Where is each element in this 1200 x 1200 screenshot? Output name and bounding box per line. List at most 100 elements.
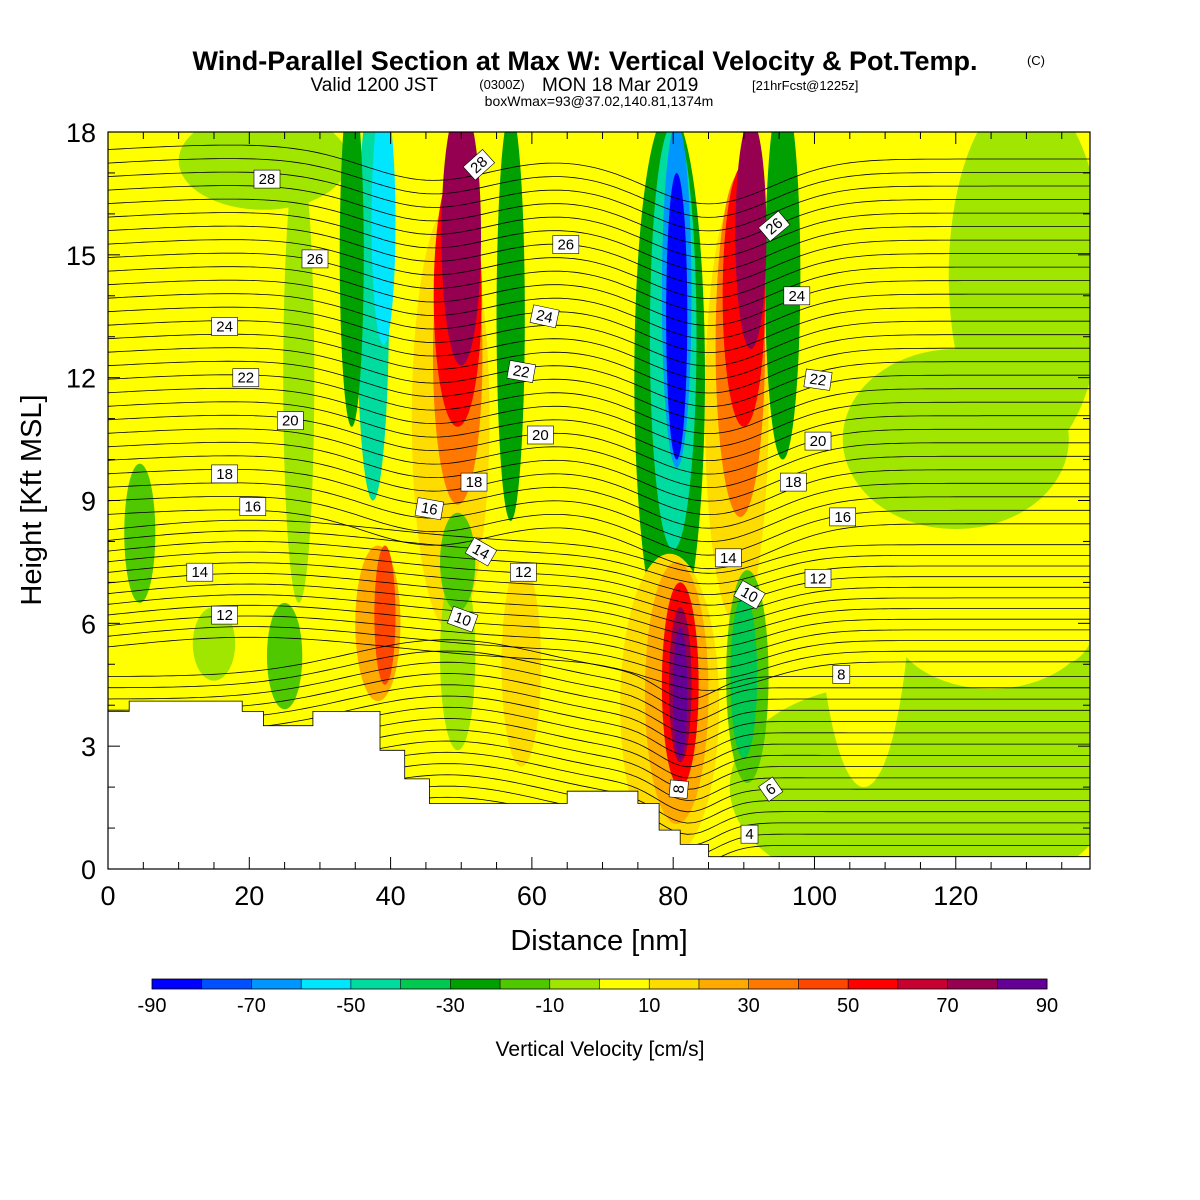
contour-label-box bbox=[211, 317, 238, 336]
contour-label-box bbox=[714, 548, 742, 568]
velocity-region bbox=[124, 463, 156, 603]
contour-label-text: 8 bbox=[837, 667, 845, 684]
contour-label-text: 22 bbox=[512, 362, 531, 382]
contour-label-box bbox=[758, 210, 791, 242]
contour-label-text: 24 bbox=[216, 319, 233, 336]
contour-label-text: 20 bbox=[282, 413, 299, 430]
velocity-region bbox=[371, 132, 396, 345]
x-tick-label: 120 bbox=[933, 881, 978, 911]
contour-label-box bbox=[804, 568, 832, 588]
colorbar-title: Vertical Velocity [cm/s] bbox=[496, 1038, 705, 1061]
contour-label-text: 26 bbox=[557, 237, 574, 254]
contour-label: 6 bbox=[758, 776, 784, 802]
contour-label: 20 bbox=[276, 411, 304, 431]
y-axis-title: Height [Kft MSL] bbox=[16, 394, 48, 605]
theta-contour-line bbox=[108, 333, 1090, 394]
contour-label-box bbox=[832, 665, 851, 684]
contour-label-box bbox=[211, 464, 238, 484]
velocity-region bbox=[814, 254, 914, 788]
theta-contour-line bbox=[108, 279, 1090, 340]
theta-contour-line bbox=[108, 320, 1090, 380]
chart-subtitle-boxwmax: boxWmax=93@37.02,140.81,1374m bbox=[485, 93, 714, 109]
contour-label: 18 bbox=[460, 472, 488, 492]
velocity-region bbox=[440, 561, 476, 751]
contour-label: 24 bbox=[211, 317, 238, 336]
contour-label-box bbox=[783, 286, 811, 306]
terrain-mask bbox=[108, 700, 1090, 869]
contour-label-text: 14 bbox=[720, 550, 737, 567]
contour-label-text: 12 bbox=[810, 570, 827, 587]
chart-subtitle-forecast: [21hrFcst@1225z] bbox=[752, 78, 858, 93]
contour-label-box bbox=[460, 472, 488, 492]
theta-contour-line bbox=[108, 540, 1090, 595]
contour-label-box bbox=[447, 605, 479, 633]
theta-contour-line bbox=[108, 441, 1090, 502]
contour-label-text: 18 bbox=[785, 474, 802, 491]
colorbar-swatch bbox=[649, 979, 700, 989]
theta-contour-line bbox=[108, 695, 1090, 756]
contour-label-text: 10 bbox=[452, 609, 473, 631]
theta-contour-line bbox=[108, 562, 1090, 617]
contour-labels: 28 26 24 22 20 18 16 14 12 28 26 24 22 20 18 16 14 12 10 26… bbox=[186, 148, 857, 844]
theta-contour-line bbox=[108, 496, 1090, 556]
x-tick-label: 80 bbox=[658, 881, 688, 911]
contour-label: 14 bbox=[464, 536, 498, 567]
contour-label: 10 bbox=[447, 605, 479, 633]
contour-label-box bbox=[232, 368, 260, 388]
colorbar-tick-label: 70 bbox=[936, 995, 958, 1017]
velocity-region bbox=[501, 561, 542, 767]
contour-label: 18 bbox=[779, 472, 807, 492]
velocity-region bbox=[178, 132, 349, 210]
theta-contour-line bbox=[108, 401, 1090, 462]
plot-area: 28 26 24 22 20 18 16 14 12 28 26 24 22 20 18 16 14 12 10 26… bbox=[108, 132, 1090, 869]
contour-label-box bbox=[804, 431, 832, 451]
contour-label-text: 18 bbox=[466, 474, 483, 491]
theta-contour-line bbox=[108, 347, 1090, 408]
theta-contour-line bbox=[108, 636, 1090, 691]
colorbar-swatch bbox=[450, 979, 501, 989]
colorbar-tick-label: 90 bbox=[1036, 995, 1058, 1017]
theta-contour-line bbox=[108, 673, 1090, 734]
theta-contour-line bbox=[108, 144, 1090, 205]
theta-contour-line bbox=[108, 626, 1090, 681]
theta-contour-line bbox=[108, 551, 1090, 606]
velocity-region bbox=[496, 132, 525, 521]
velocity-region bbox=[339, 132, 364, 427]
x-tick-label: 60 bbox=[517, 881, 547, 911]
contour-label-box bbox=[253, 169, 281, 189]
velocity-region bbox=[666, 172, 688, 460]
colorbar-swatch bbox=[798, 979, 849, 989]
x-tick-label: 40 bbox=[376, 881, 406, 911]
colorbar-swatch bbox=[350, 979, 402, 989]
contour-label-text: 12 bbox=[216, 607, 233, 624]
theta-contour-line bbox=[108, 266, 1090, 326]
theta-contour-line bbox=[108, 239, 1090, 299]
chart-subtitle-valid-utc: (0300Z) bbox=[479, 77, 525, 92]
contour-label: 14 bbox=[186, 562, 214, 582]
y-tick-label: 9 bbox=[81, 487, 96, 517]
colorbar-tick-label: -70 bbox=[237, 995, 266, 1017]
contour-label-box bbox=[758, 776, 784, 802]
contour-label-text: 24 bbox=[535, 307, 555, 327]
theta-contour-line bbox=[108, 414, 1090, 475]
x-tick-label: 20 bbox=[234, 881, 264, 911]
colorbar-tick-label: 50 bbox=[837, 995, 859, 1017]
chart-title: Wind-Parallel Section at Max W: Vertical… bbox=[193, 46, 1046, 109]
velocity-region bbox=[374, 545, 396, 685]
velocity-region bbox=[441, 132, 482, 366]
contour-label-box bbox=[506, 360, 537, 383]
velocity-region bbox=[842, 349, 1069, 530]
x-tick-label: 0 bbox=[100, 881, 115, 911]
theta-contour-line bbox=[108, 583, 1090, 638]
velocity-region bbox=[1026, 557, 1090, 665]
colorbar-swatch bbox=[500, 979, 551, 989]
theta-contour-line bbox=[108, 519, 1090, 574]
velocity-region bbox=[765, 132, 801, 460]
contour-label: 8 bbox=[832, 665, 851, 684]
contour-label-box bbox=[462, 148, 496, 181]
colorbar-tick-label: -90 bbox=[138, 995, 167, 1017]
contour-label-text: 26 bbox=[307, 251, 324, 268]
colorbar-swatch bbox=[698, 979, 750, 989]
contour-label: 20 bbox=[804, 431, 832, 451]
theta-contour-line bbox=[108, 684, 1090, 745]
